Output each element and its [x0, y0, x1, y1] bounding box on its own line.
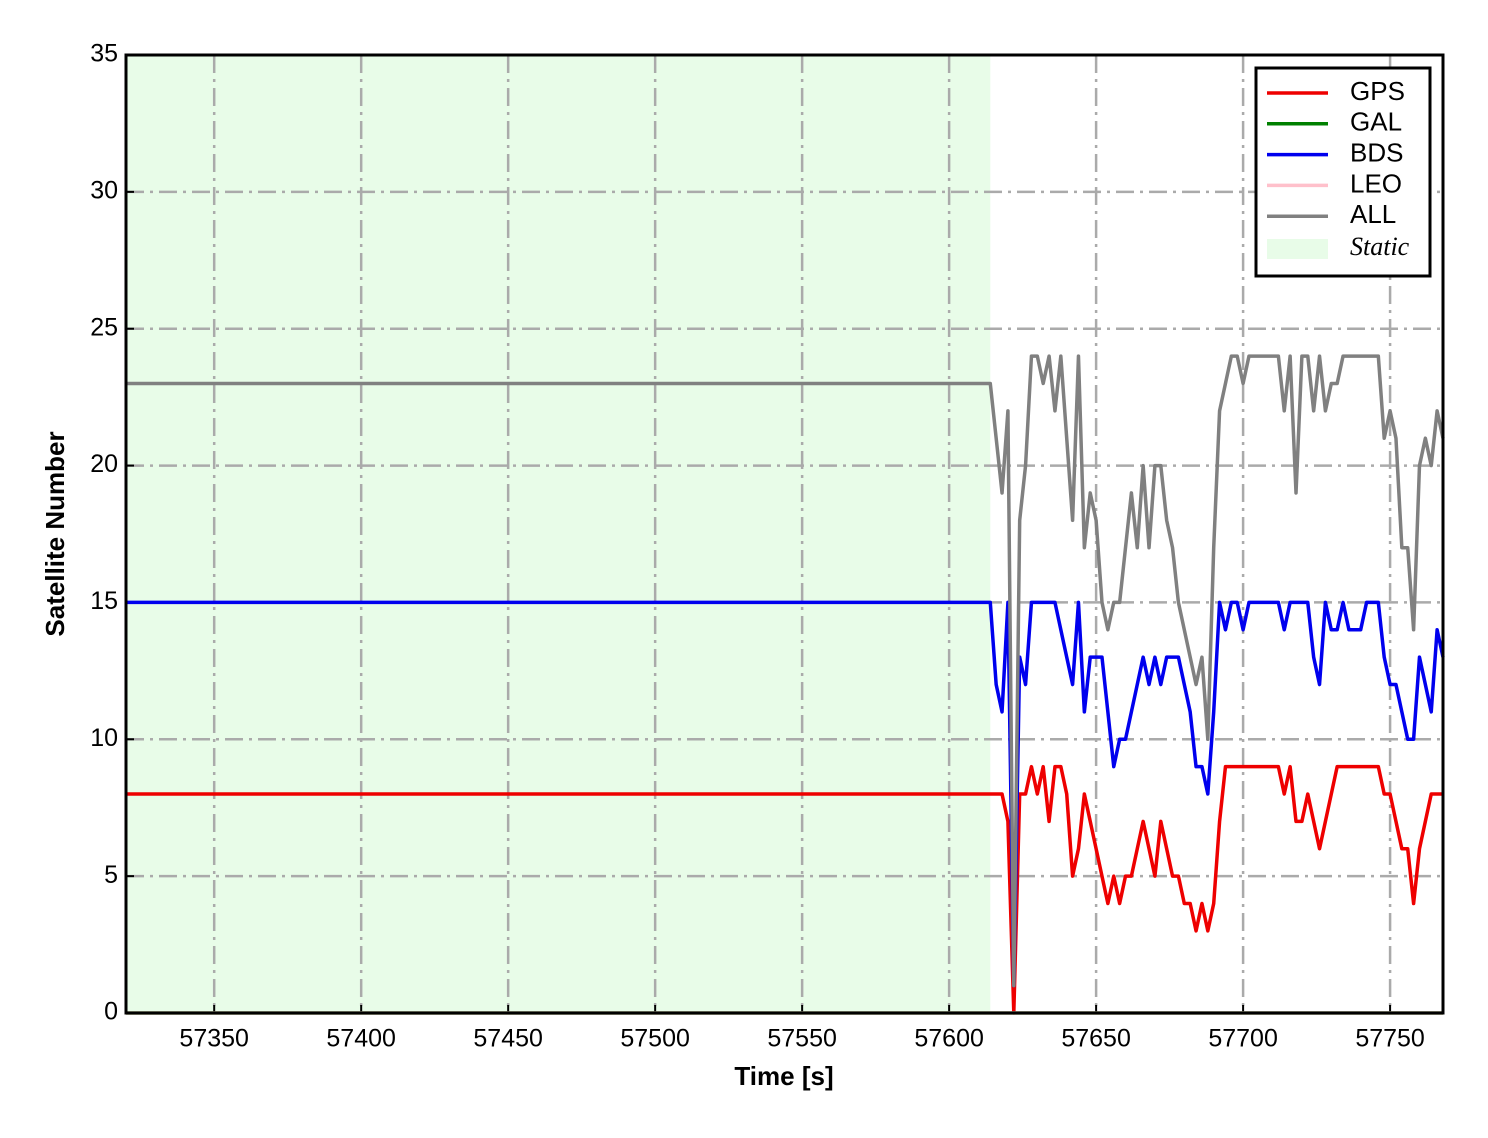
- x-tick-label: 57700: [1208, 1025, 1278, 1053]
- y-tick-label: 35: [90, 40, 118, 68]
- y-tick-label: 15: [90, 587, 118, 615]
- y-tick-label: 30: [90, 176, 118, 204]
- legend-label: LEO: [1350, 168, 1402, 198]
- x-tick-label: 57650: [1061, 1025, 1131, 1053]
- x-tick-label: 57550: [767, 1025, 837, 1053]
- x-tick-label: 57400: [326, 1025, 396, 1053]
- legend-label: GAL: [1350, 107, 1402, 137]
- x-axis-label: Time [s]: [734, 1061, 833, 1091]
- y-tick-label: 5: [104, 861, 118, 889]
- x-tick-label: 57350: [179, 1025, 249, 1053]
- y-tick-label: 0: [104, 998, 118, 1026]
- x-tick-label: 57600: [914, 1025, 984, 1053]
- x-tick-label: 57500: [620, 1025, 690, 1053]
- data-line: [126, 600, 1445, 988]
- y-tick-label: 20: [90, 450, 118, 478]
- legend-swatch: [1267, 239, 1328, 259]
- y-tick-label: 10: [90, 724, 118, 752]
- x-tick-label: 57450: [473, 1025, 543, 1053]
- legend-label: GPS: [1350, 76, 1405, 106]
- legend-label: BDS: [1350, 137, 1403, 167]
- data-line: [126, 354, 1445, 988]
- legend-label: ALL: [1350, 199, 1396, 229]
- y-tick-label: 25: [90, 313, 118, 341]
- x-tick-label: 57750: [1355, 1025, 1425, 1053]
- legend-label: Static: [1350, 232, 1410, 261]
- static-region: [126, 55, 991, 1013]
- data-line: [126, 764, 1443, 1015]
- plot-frame: [124, 53, 1445, 1015]
- y-axis-label: Satellite Number: [40, 431, 70, 636]
